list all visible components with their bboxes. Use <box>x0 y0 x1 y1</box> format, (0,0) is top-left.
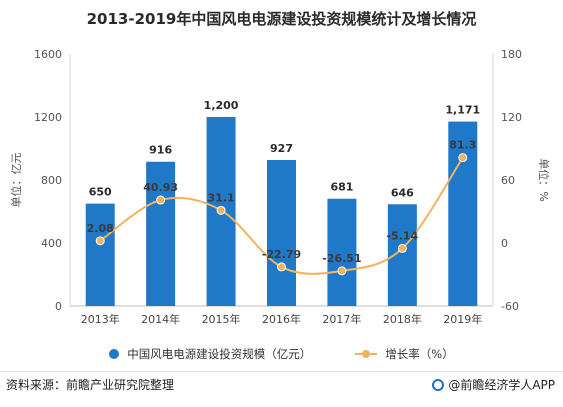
left-tick-label: 1600 <box>34 48 62 61</box>
line-group <box>95 153 468 276</box>
left-axis-title: 单位：亿元 <box>9 153 23 208</box>
growth-point <box>156 195 166 205</box>
bar <box>267 159 296 306</box>
legend: 中国风电电源建设投资规模（亿元） 增长率（%） <box>0 346 563 362</box>
x-tick-label: 2019年 <box>443 312 482 326</box>
bar <box>85 203 115 306</box>
x-tick-label: 2013年 <box>81 312 120 326</box>
right-tick-label: -60 <box>501 300 519 313</box>
bar-value-label: 1,200 <box>204 99 239 112</box>
right-tick-label: 120 <box>501 111 522 124</box>
bar-value-label: 916 <box>149 144 172 157</box>
left-tick-label: 400 <box>41 237 62 250</box>
rate-value-label: -26.51 <box>322 252 361 265</box>
chart-title: 2013-2019年中国风电电源建设投资规模统计及增长情况 <box>86 10 477 28</box>
brand-text: @前瞻经济学人APP <box>448 378 555 392</box>
rate-value-label: -5.14 <box>386 229 418 242</box>
legend-item-line: 增长率（%） <box>355 346 454 362</box>
rate-value-label: 81.3 <box>449 139 476 152</box>
bar-value-label: 650 <box>89 186 112 199</box>
bar <box>327 198 357 306</box>
rate-value-label: -22.79 <box>262 248 301 261</box>
legend-line-label: 增长率（%） <box>385 347 454 361</box>
source-note: 资料来源：前瞻产业研究院整理 <box>6 378 175 392</box>
growth-point <box>458 153 468 163</box>
bar-value-label: 646 <box>391 186 414 199</box>
x-tick-label: 2016年 <box>262 312 301 326</box>
legend-bar-marker-icon <box>109 349 120 359</box>
legend-item-bar: 中国风电电源建设投资规模（亿元） <box>109 346 311 362</box>
left-tick-label: 1200 <box>34 111 62 124</box>
brand-credit: @前瞻经济学人APP <box>432 376 555 393</box>
growth-point <box>95 236 105 246</box>
bar-value-label: 927 <box>270 142 293 155</box>
bar-value-label: 1,171 <box>445 104 480 117</box>
rate-value-label: 31.1 <box>208 191 235 204</box>
brand-logo-icon <box>432 378 445 391</box>
labels-group: 650 916 1,200 927 681 646 1,171 2.08 40.93 31.1 -2… <box>87 99 481 265</box>
right-tick-label: 180 <box>501 48 522 61</box>
x-tick-label: 2018年 <box>383 312 422 326</box>
right-tick-label: 0 <box>501 237 508 250</box>
right-axis-title: 单位：% <box>537 158 551 201</box>
bar <box>146 161 176 306</box>
left-tick-label: 0 <box>55 300 62 313</box>
growth-point <box>216 205 226 215</box>
x-tick-label: 2014年 <box>141 312 180 326</box>
bar-value-label: 681 <box>330 181 353 194</box>
x-tick-label: 2015年 <box>202 312 241 326</box>
legend-line-marker-icon <box>355 350 378 358</box>
x-tick-label: 2017年 <box>322 312 361 326</box>
bars-group <box>85 117 478 306</box>
left-tick-label: 800 <box>41 174 62 187</box>
rate-value-label: 2.08 <box>87 222 114 235</box>
growth-point <box>337 266 347 276</box>
rate-value-label: 40.93 <box>143 181 178 194</box>
footer-divider <box>0 371 563 372</box>
bar <box>448 121 478 306</box>
growth-point <box>277 262 286 272</box>
axes-group: 0 400 800 1200 1600 -60 0 60 120 180 2013年 2014年 201… <box>9 48 551 326</box>
legend-bar-label: 中国风电电源建设投资规模（亿元） <box>127 347 312 361</box>
bar <box>387 204 417 306</box>
right-tick-label: 60 <box>501 174 515 187</box>
growth-point <box>397 243 407 253</box>
